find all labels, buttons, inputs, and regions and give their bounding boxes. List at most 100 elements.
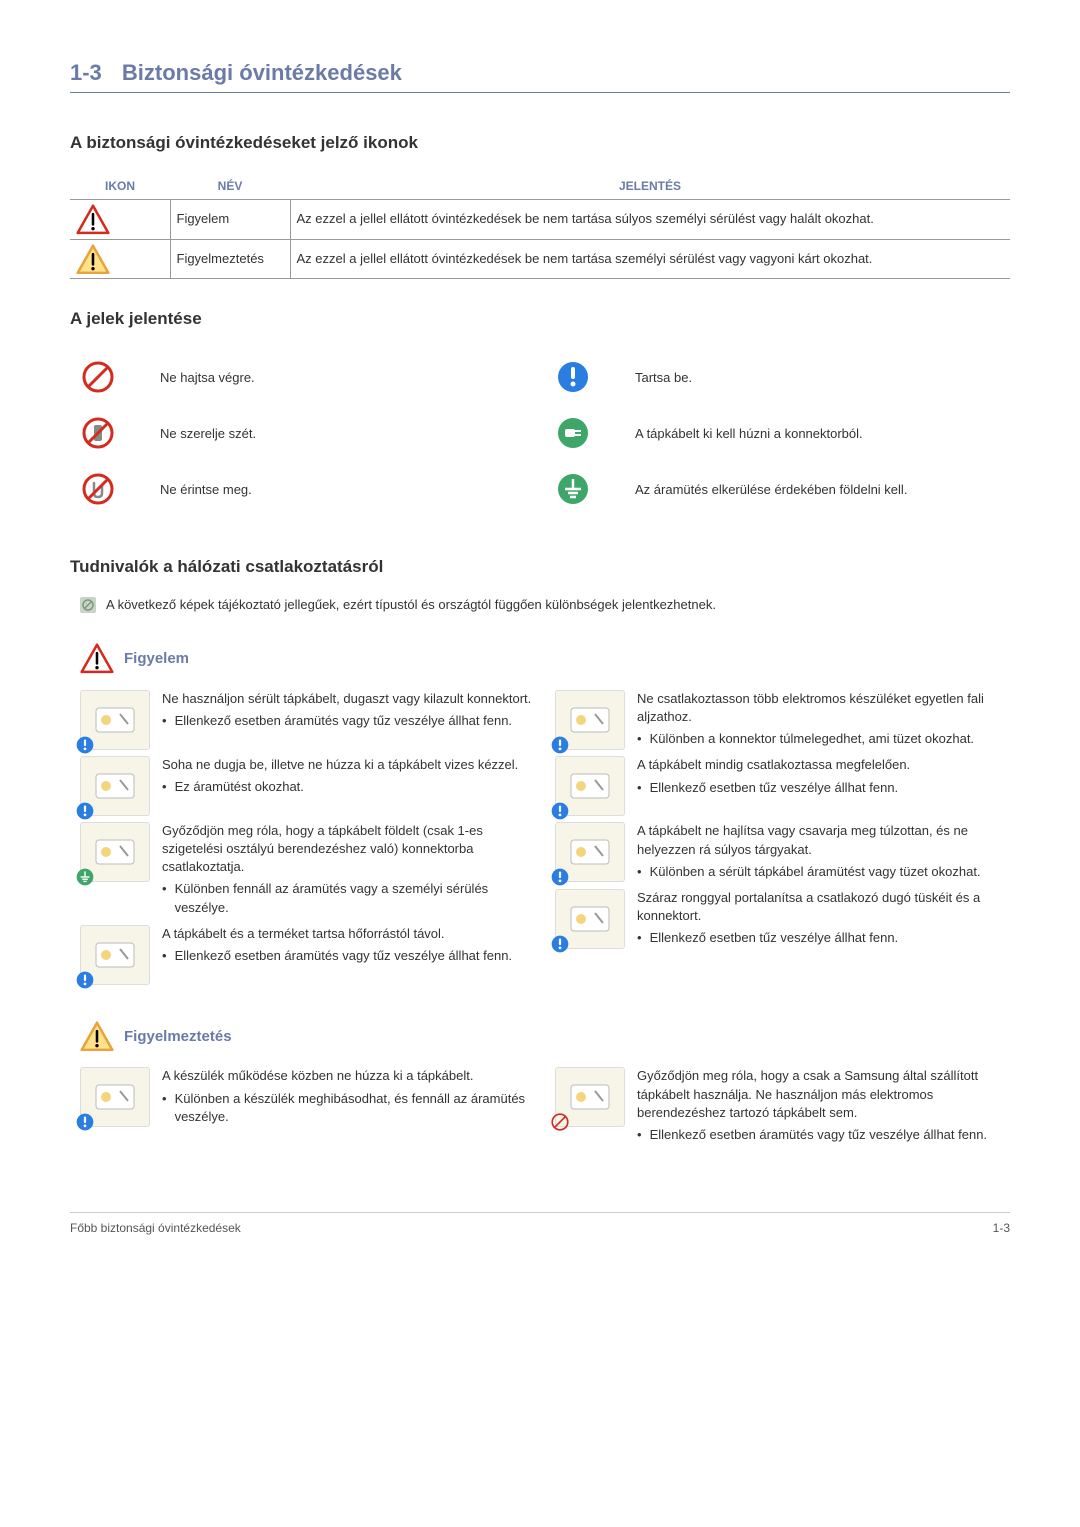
symbol-text: Ne hajtsa végre.: [160, 370, 535, 385]
tip-bullet: Ellenkező esetben áramütés vagy tűz vesz…: [162, 947, 535, 965]
caution-triangle-icon: [80, 1021, 114, 1052]
icon-meaning: Az ezzel a jellel ellátott óvintézkedése…: [290, 239, 1010, 279]
caution-title: Figyelmeztetés: [124, 1028, 232, 1045]
warning-columns: Ne használjon sérült tápkábelt, dugaszt …: [70, 690, 1010, 991]
warning-header: Figyelem: [80, 643, 1010, 674]
tip-illustration: [80, 925, 150, 985]
tip-body: A készülék működése közben ne húzza ki a…: [162, 1067, 535, 1128]
tip-block: Soha ne dugja be, illetve ne húzza ki a …: [80, 756, 535, 816]
symbol-text: Az áramütés elkerülése érdekében földeln…: [635, 482, 1010, 497]
th-name: NÉV: [170, 173, 290, 200]
tip-body: A tápkábelt és a terméket tartsa hőforrá…: [162, 925, 535, 985]
note-icon: [80, 597, 96, 613]
table-row: FigyelmeztetésAz ezzel a jellel ellátott…: [70, 239, 1010, 279]
tip-bullet: Ellenkező esetben tűz veszélye állhat fe…: [637, 929, 1010, 947]
note-text: A következő képek tájékoztató jellegűek,…: [106, 597, 716, 612]
footer-left: Főbb biztonsági óvintézkedések: [70, 1221, 241, 1235]
tip-intro: Ne csatlakoztasson több elektromos készü…: [637, 690, 1010, 726]
tip-intro: Győződjön meg róla, hogy a tápkábelt föl…: [162, 822, 535, 877]
section-title-text: Biztonsági óvintézkedések: [122, 60, 402, 85]
tip-intro: A tápkábelt mindig csatlakoztassa megfel…: [637, 756, 1010, 774]
warning-title: Figyelem: [124, 650, 189, 667]
tip-block: Száraz ronggyal portalanítsa a csatlakoz…: [555, 889, 1010, 950]
tip-body: Száraz ronggyal portalanítsa a csatlakoz…: [637, 889, 1010, 950]
tip-block: Ne használjon sérült tápkábelt, dugaszt …: [80, 690, 535, 750]
tip-intro: A tápkábelt és a terméket tartsa hőforrá…: [162, 925, 535, 943]
tip-illustration: [555, 756, 625, 816]
tip-block: Győződjön meg róla, hogy a tápkábelt föl…: [80, 822, 535, 919]
th-icon: IKON: [70, 173, 170, 200]
tip-block: A tápkábelt mindig csatlakoztassa megfel…: [555, 756, 1010, 816]
warning-triangle-icon: [70, 239, 170, 279]
tip-body: Győződjön meg róla, hogy a csak a Samsun…: [637, 1067, 1010, 1146]
note-line: A következő képek tájékoztató jellegűek,…: [80, 597, 1010, 613]
ground-icon: [555, 471, 591, 507]
section-number: 1-3: [70, 60, 102, 85]
must-badge-icon: [550, 801, 570, 821]
must-icon: [555, 359, 591, 395]
symbol-text: Ne szerelje szét.: [160, 426, 535, 441]
tip-block: Ne csatlakoztasson több elektromos készü…: [555, 690, 1010, 751]
tip-intro: Győződjön meg róla, hogy a csak a Samsun…: [637, 1067, 1010, 1122]
tip-illustration: [80, 1067, 150, 1127]
caution-header: Figyelmeztetés: [80, 1021, 1010, 1052]
tip-illustration: [80, 756, 150, 816]
ground-badge-icon: [75, 867, 95, 887]
tip-body: Ne használjon sérült tápkábelt, dugaszt …: [162, 690, 535, 750]
footer-right: 1-3: [993, 1221, 1010, 1235]
prohibit-badge-icon: [550, 1112, 570, 1132]
symbols-grid: Ne hajtsa végre. Tartsa be. Ne szerelje sz…: [70, 349, 1010, 527]
table-row: FigyelemAz ezzel a jellel ellátott óvint…: [70, 200, 1010, 240]
subsection-icons-title: A biztonsági óvintézkedéseket jelző ikon…: [70, 133, 1010, 153]
tip-bullet: Különben fennáll az áramütés vagy a szem…: [162, 880, 535, 916]
no-touch-icon: [80, 471, 116, 507]
warning-triangle-icon: [80, 643, 114, 674]
tip-body: A tápkábelt ne hajlítsa vagy csavarja me…: [637, 822, 1010, 883]
icon-name: Figyelem: [170, 200, 290, 240]
must-badge-icon: [75, 735, 95, 755]
tip-body: Ne csatlakoztasson több elektromos készü…: [637, 690, 1010, 751]
must-badge-icon: [550, 867, 570, 887]
tip-bullet: Ez áramütést okozhat.: [162, 778, 535, 796]
warning-col-right: Ne csatlakoztasson több elektromos készü…: [555, 690, 1010, 991]
prohibit-icon: [80, 359, 116, 395]
tip-bullet: Ellenkező esetben áramütés vagy tűz vesz…: [637, 1126, 1010, 1144]
tip-block: A tápkábelt és a terméket tartsa hőforrá…: [80, 925, 535, 985]
must-badge-icon: [75, 970, 95, 990]
tip-illustration: [555, 889, 625, 949]
symbol-text: Tartsa be.: [635, 370, 1010, 385]
th-meaning: JELENTÉS: [290, 173, 1010, 200]
tip-block: Győződjön meg róla, hogy a csak a Samsun…: [555, 1067, 1010, 1146]
subsection-power-title: Tudnivalók a hálózati csatlakoztatásról: [70, 557, 1010, 577]
tip-illustration: [555, 1067, 625, 1127]
tip-intro: Soha ne dugja be, illetve ne húzza ki a …: [162, 756, 535, 774]
tip-bullet: Különben a készülék meghibásodhat, és fe…: [162, 1090, 535, 1126]
must-badge-icon: [75, 801, 95, 821]
tip-body: Soha ne dugja be, illetve ne húzza ki a …: [162, 756, 535, 816]
symbol-text: A tápkábelt ki kell húzni a konnektorból…: [635, 426, 1010, 441]
tip-bullet: Különben a konnektor túlmelegedhet, ami …: [637, 730, 1010, 748]
page-title: 1-3 Biztonsági óvintézkedések: [70, 60, 1010, 93]
subsection-symbols-title: A jelek jelentése: [70, 309, 1010, 329]
caution-columns: A készülék működése közben ne húzza ki a…: [70, 1067, 1010, 1152]
tip-bullet: Ellenkező esetben áramütés vagy tűz vesz…: [162, 712, 535, 730]
tip-intro: A készülék működése közben ne húzza ki a…: [162, 1067, 535, 1085]
caution-col-right: Győződjön meg róla, hogy a csak a Samsun…: [555, 1067, 1010, 1152]
tip-bullet: Ellenkező esetben tűz veszélye állhat fe…: [637, 779, 1010, 797]
tip-block: A készülék működése közben ne húzza ki a…: [80, 1067, 535, 1128]
tip-illustration: [555, 822, 625, 882]
warning-col-left: Ne használjon sérült tápkábelt, dugaszt …: [80, 690, 535, 991]
tip-body: Győződjön meg róla, hogy a tápkábelt föl…: [162, 822, 535, 919]
tip-intro: Száraz ronggyal portalanítsa a csatlakoz…: [637, 889, 1010, 925]
caution-col-left: A készülék működése közben ne húzza ki a…: [80, 1067, 535, 1152]
tip-illustration: [555, 690, 625, 750]
page-footer: Főbb biztonsági óvintézkedések 1-3: [70, 1212, 1010, 1235]
symbol-text: Ne érintse meg.: [160, 482, 535, 497]
tip-intro: A tápkábelt ne hajlítsa vagy csavarja me…: [637, 822, 1010, 858]
tip-intro: Ne használjon sérült tápkábelt, dugaszt …: [162, 690, 535, 708]
must-badge-icon: [550, 934, 570, 954]
icon-name: Figyelmeztetés: [170, 239, 290, 279]
icon-table: IKON NÉV JELENTÉS FigyelemAz ezzel a jel…: [70, 173, 1010, 279]
must-badge-icon: [75, 1112, 95, 1132]
tip-illustration: [80, 690, 150, 750]
